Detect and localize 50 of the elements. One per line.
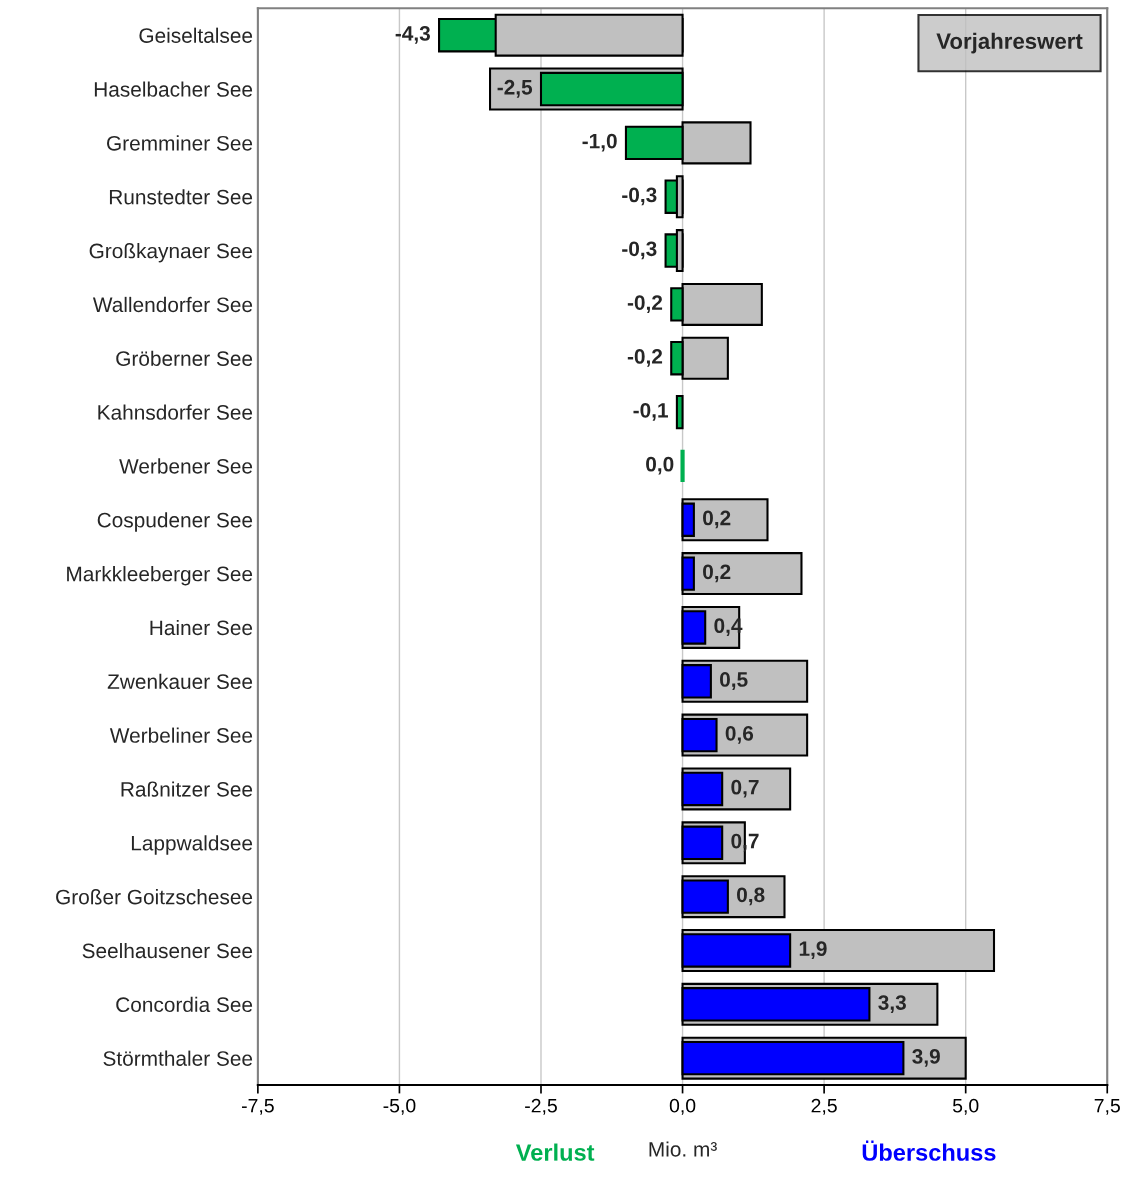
text: Vorjahreswert bbox=[936, 32, 1083, 54]
data-label: 0,6 bbox=[725, 725, 754, 744]
y-tick-label: Markkleeberger See bbox=[67, 566, 253, 586]
y-tick-label: Haselbacher See bbox=[94, 81, 253, 97]
data-label: 3,9 bbox=[912, 1049, 940, 1067]
y-tick-label: Störmthaler See bbox=[103, 1050, 253, 1066]
data-label: 1,9 bbox=[799, 941, 827, 960]
bar bbox=[675, 394, 684, 430]
y-tick-label: Seelhausener See bbox=[82, 942, 253, 959]
x-tick-label: -5,0 bbox=[383, 1098, 416, 1115]
y-tick-label: Zwenkauer See bbox=[107, 673, 253, 690]
y-tick-label: Werbeliner See bbox=[109, 727, 253, 743]
y-tick-label: Werbener See bbox=[119, 458, 253, 474]
x-tick-label: 5,0 bbox=[952, 1098, 979, 1115]
x-tick-label: 7,5 bbox=[1094, 1098, 1120, 1115]
y-tick-label: Runstedter See bbox=[109, 189, 253, 205]
y-tick-label: Hainer See bbox=[150, 619, 253, 636]
x-tick-label: -2,5 bbox=[525, 1098, 557, 1115]
x-axis-title: Mio. m³ bbox=[649, 1141, 717, 1157]
data-label: 0,8 bbox=[737, 887, 765, 906]
data-label: 0,0 bbox=[646, 456, 674, 475]
y-tick-label: Gröberner See bbox=[116, 350, 253, 366]
y-tick-label: Gremminer See bbox=[107, 135, 253, 151]
data-label: -0,3 bbox=[622, 187, 657, 206]
data-label: -0,2 bbox=[627, 349, 663, 367]
data-label: 0,2 bbox=[703, 510, 731, 529]
data-label: -0,2 bbox=[627, 295, 663, 314]
y-tick-label: Geiseltalsee bbox=[139, 27, 253, 43]
data-label: -4,3 bbox=[395, 26, 430, 44]
data-label: -2,5 bbox=[497, 79, 533, 98]
data-label: 0,2 bbox=[703, 564, 731, 583]
text: Verlust bbox=[515, 1143, 595, 1161]
y-tick-label: Lappwaldsee bbox=[131, 835, 253, 855]
x-tick-label: 2,5 bbox=[811, 1098, 837, 1115]
data-label: -0,3 bbox=[622, 241, 657, 260]
data-label: -0,1 bbox=[633, 402, 668, 421]
y-tick-label: Großkaynaer See bbox=[89, 243, 253, 263]
y-tick-label: Großer Goitzschesee bbox=[56, 889, 253, 905]
y-tick-label: Wallendorfer See bbox=[92, 296, 253, 313]
x-tick-label: -7,5 bbox=[241, 1098, 274, 1115]
y-tick-label: Concordia See bbox=[116, 996, 253, 1013]
data-label: -1,0 bbox=[582, 133, 617, 152]
data-label: 0,5 bbox=[720, 672, 748, 690]
data-label: 0,7 bbox=[731, 779, 759, 798]
text: Überschuss bbox=[862, 1140, 996, 1161]
data-label: 3,3 bbox=[878, 995, 906, 1013]
y-tick-label: Cospudener See bbox=[97, 512, 253, 532]
x-tick-label: 0,0 bbox=[669, 1098, 696, 1115]
y-tick-label: Kahnsdorfer See bbox=[98, 404, 253, 420]
y-tick-label: Raßnitzer See bbox=[121, 781, 253, 797]
